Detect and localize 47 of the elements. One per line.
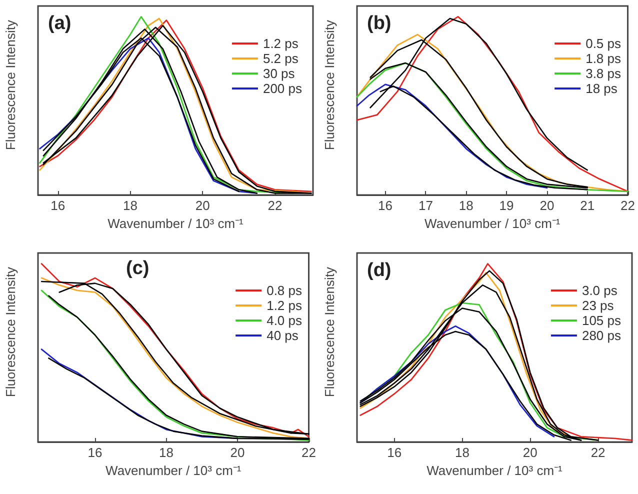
legend-label: 3.0 ps	[582, 283, 618, 298]
legend-label: 105 ps	[582, 313, 622, 328]
x-tick-label: 18	[159, 445, 174, 460]
x-tick-label: 18	[458, 198, 474, 213]
annotation: (c)	[126, 258, 150, 279]
legend-label: 280 ps	[582, 328, 622, 343]
x-tick-label: 19	[499, 198, 514, 213]
y-axis-title: Fluorescence Intensity	[3, 266, 18, 398]
legend-label: 1.2 ps	[266, 298, 302, 313]
x-tick-label: 22	[620, 198, 636, 213]
x-tick-label: 20	[522, 445, 538, 460]
x-tick-label: 18	[123, 198, 138, 213]
x-tick-label: 20	[230, 445, 245, 460]
x-axis-title: Wavenumber / 10³ cm⁻¹	[106, 463, 242, 478]
x-axis-title: Wavenumber / 10³ cm⁻¹	[108, 216, 244, 231]
legend-label: 5.2 ps	[262, 51, 299, 66]
legend-label: 30 ps	[262, 66, 296, 81]
legend-label: 18 ps	[586, 81, 618, 96]
x-tick-label: 20	[540, 198, 554, 213]
x-tick-label: 16	[387, 445, 402, 460]
x-tick-label: 18	[455, 445, 470, 460]
x-tick-label: 16	[378, 198, 393, 213]
legend-label: 1.8 ps	[586, 51, 622, 66]
x-tick-label: 20	[195, 198, 210, 213]
annotation: (d)	[367, 260, 392, 281]
x-tick-label: 16	[50, 198, 66, 213]
annotation: (b)	[367, 13, 392, 34]
legend-label: 200 ps	[262, 81, 302, 96]
x-axis-title: Wavenumber / 10³ cm⁻¹	[424, 216, 561, 231]
legend-label: 0.5 ps	[586, 36, 622, 51]
legend-label: 0.8 ps	[266, 283, 302, 298]
y-axis-title: Fluorescence Intensity	[3, 20, 18, 150]
y-axis-title: Fluorescence Intensity	[322, 266, 337, 398]
x-tick-label: 17	[418, 198, 433, 213]
x-tick-label: 16	[88, 445, 102, 460]
legend-label: 1.2 ps	[262, 36, 299, 51]
legend-label: 40 ps	[266, 328, 299, 343]
x-axis-title: Wavenumber / 10³ cm⁻¹	[426, 463, 564, 478]
x-tick-label: 22	[268, 198, 282, 213]
x-tick-label: 22	[302, 445, 316, 460]
x-tick-label: 21	[580, 198, 595, 213]
legend-label: 3.8 ps	[586, 66, 622, 81]
y-axis-title: Fluorescence Intensity	[322, 20, 337, 150]
legend-label: 4.0 ps	[266, 313, 302, 328]
x-tick-label: 22	[590, 445, 606, 460]
annotation: (a)	[48, 13, 72, 34]
legend-label: 23 ps	[582, 298, 614, 313]
